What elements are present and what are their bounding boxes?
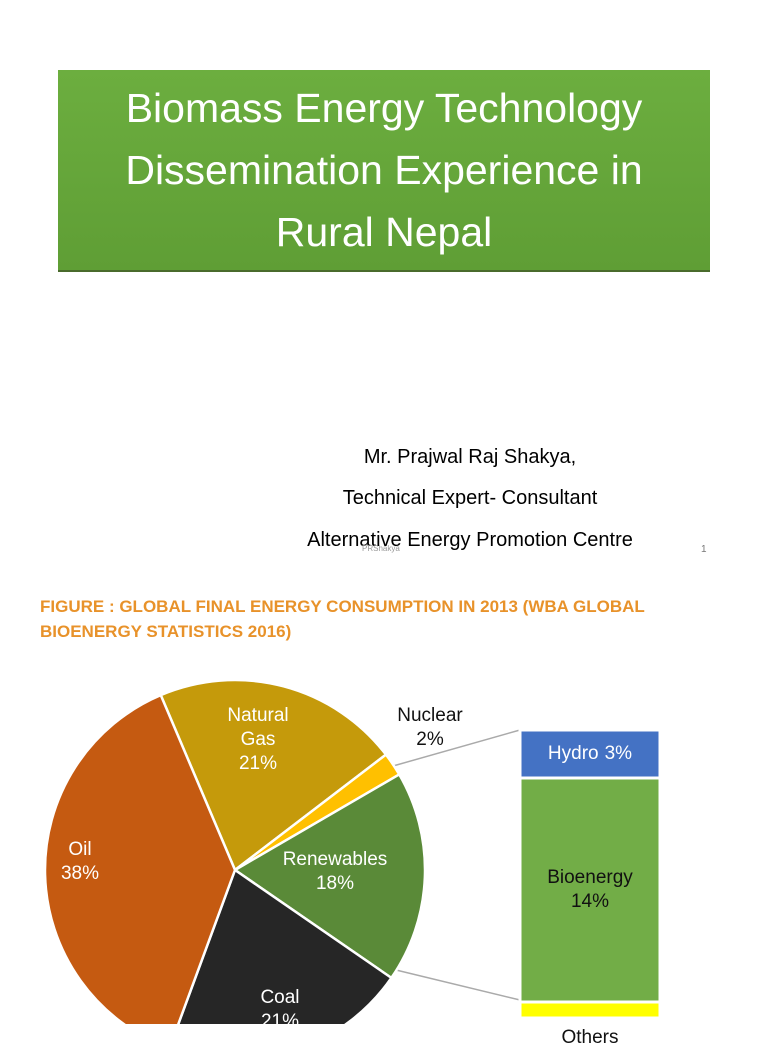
- segment-label: Bioenergy 14%: [520, 866, 660, 914]
- slice-value: 21%: [238, 753, 278, 774]
- slice-value: 18%: [315, 873, 355, 894]
- connector: [395, 969, 521, 1001]
- column-segment: [518, 1000, 662, 1020]
- slice-label: Nuclear 2%: [365, 704, 495, 752]
- column-segment: [518, 728, 662, 780]
- slice-value: 21%: [260, 1011, 300, 1032]
- author-org: Alternative Energy Promotion Centre: [307, 529, 633, 551]
- segment-name: Bioenergy: [547, 867, 633, 888]
- chart: [43, 678, 662, 1024]
- slice-label: Oil 38%: [15, 838, 145, 886]
- author-role: Technical Expert- Consultant: [342, 487, 598, 509]
- slide-title: Biomass Energy Technology Dissemination …: [125, 85, 643, 255]
- pie-slice: [159, 678, 388, 872]
- slice-name: Natural Gas: [227, 705, 289, 750]
- page: {"slide": {"title": "Biomass Energy Tech…: [15, 70, 710, 1048]
- slice-label: Coal 21%: [215, 986, 345, 1034]
- segment-label: Hydro 3%: [520, 742, 660, 766]
- connector: [392, 729, 521, 767]
- figure-title: FIGURE : GLOBAL FINAL ENERGY CONSUMPTION…: [40, 597, 645, 641]
- footer: PRShakya: [362, 544, 400, 553]
- pie-slice: [232, 772, 427, 980]
- column-segment: [518, 776, 662, 1004]
- page-number: 1: [701, 544, 707, 555]
- slice-name: Renewables: [282, 849, 388, 870]
- pie-slice: [177, 868, 394, 1024]
- slice-name: Oil: [68, 839, 92, 860]
- title-box: Biomass Energy Technology Dissemination …: [58, 70, 710, 272]
- slice-name: Coal: [260, 987, 300, 1008]
- slice-name: Nuclear: [397, 705, 463, 726]
- slice-value: 2%: [416, 729, 444, 750]
- segment-value: 3%: [604, 743, 633, 764]
- segment-name: Others: [561, 1027, 619, 1048]
- slice-label: Renewables 18%: [270, 848, 400, 896]
- author-name: Mr. Prajwal Raj Shakya,: [363, 446, 577, 468]
- segment-label: Others: [520, 1026, 660, 1050]
- segment-value: 14%: [570, 891, 610, 912]
- slice-label: Natural Gas 21%: [213, 704, 303, 776]
- pie-slice: [43, 693, 237, 1024]
- slice-value: 38%: [60, 863, 100, 884]
- segment-name: Hydro: [547, 743, 599, 764]
